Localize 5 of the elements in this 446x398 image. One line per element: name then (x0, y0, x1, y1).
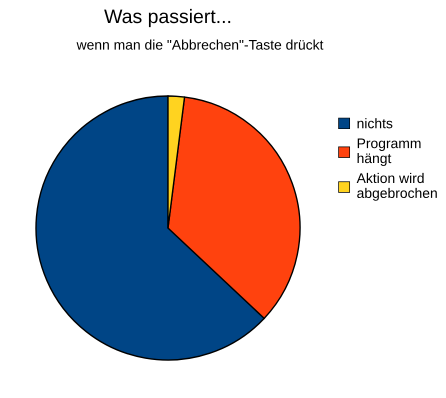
legend-label: Aktion wird abgebrochen (356, 172, 437, 201)
chart-subtitle: wenn man die "Abbrechen"-Taste drückt (76, 40, 324, 50)
legend-label: nichts (358, 118, 392, 128)
legend-label: Programm hängt (358, 138, 421, 166)
chart-title: Was passiert... (104, 8, 230, 28)
